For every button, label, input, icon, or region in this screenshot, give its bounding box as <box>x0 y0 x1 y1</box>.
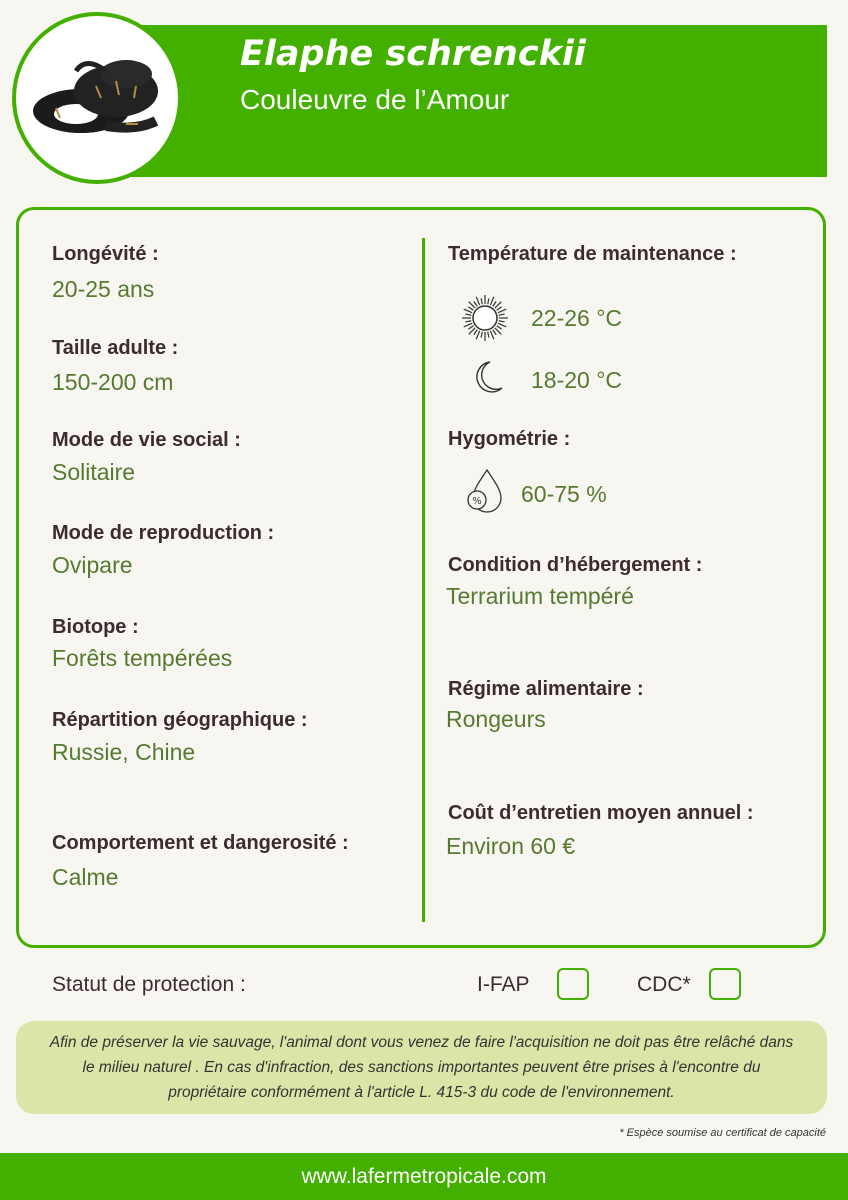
scientific-name: Elaphe schrenckii <box>240 34 586 74</box>
info-card <box>16 207 826 948</box>
housing-label: Condition d’hébergement : <box>448 554 703 576</box>
protection-label: Statut de protection : <box>52 973 246 996</box>
social-value: Solitaire <box>52 459 136 485</box>
adult-size-value: 150-200 cm <box>52 369 174 395</box>
behavior-value: Calme <box>52 864 119 890</box>
biotope-value: Forêts tempérées <box>52 645 233 671</box>
footnote: * Espèce soumise au certificat de capaci… <box>619 1127 826 1139</box>
cost-label: Coût d’entretien moyen annuel : <box>448 802 754 824</box>
snake-icon <box>33 60 159 133</box>
reproduction-value: Ovipare <box>52 552 133 578</box>
header-banner <box>120 25 827 177</box>
cdc-checkbox[interactable] <box>709 968 741 1000</box>
svg-text:%: % <box>472 496 482 507</box>
common-name: Couleuvre de l’Amour <box>240 84 510 115</box>
housing-value: Terrarium tempéré <box>446 583 634 609</box>
longevity-value: 20-25 ans <box>52 276 155 302</box>
longevity-label: Longévité : <box>52 243 159 265</box>
temperature-label: Température de maintenance : <box>448 243 737 265</box>
reproduction-label: Mode de reproduction : <box>52 522 275 544</box>
diet-value: Rongeurs <box>446 706 546 732</box>
humidity-label: Hygométrie : <box>448 428 571 450</box>
cdc-label: CDC* <box>637 973 691 996</box>
sun-icon <box>462 295 508 341</box>
moon-icon <box>476 361 503 393</box>
column-divider <box>422 238 425 922</box>
day-temperature: 22-26 °C <box>531 305 623 331</box>
ifap-label: I-FAP <box>477 973 530 996</box>
humidity-drop-icon: % <box>467 468 502 513</box>
distribution-label: Répartition géographique : <box>52 709 308 731</box>
cost-value: Environ 60 € <box>446 833 576 859</box>
release-notice: Afin de préserver la vie sauvage, l'anim… <box>16 1021 827 1114</box>
night-temperature: 18-20 °C <box>531 367 623 393</box>
distribution-value: Russie, Chine <box>52 739 196 765</box>
adult-size-label: Taille adulte : <box>52 337 179 359</box>
snake-photo <box>12 12 182 184</box>
social-label: Mode de vie social : <box>52 429 241 451</box>
behavior-label: Comportement et dangerosité : <box>52 832 349 854</box>
ifap-checkbox[interactable] <box>557 968 589 1000</box>
humidity-value: 60-75 % <box>521 481 607 507</box>
diet-label: Régime alimentaire : <box>448 678 644 700</box>
biotope-label: Biotope : <box>52 616 139 638</box>
website-link[interactable]: www.lafermetropicale.com <box>0 1153 848 1200</box>
